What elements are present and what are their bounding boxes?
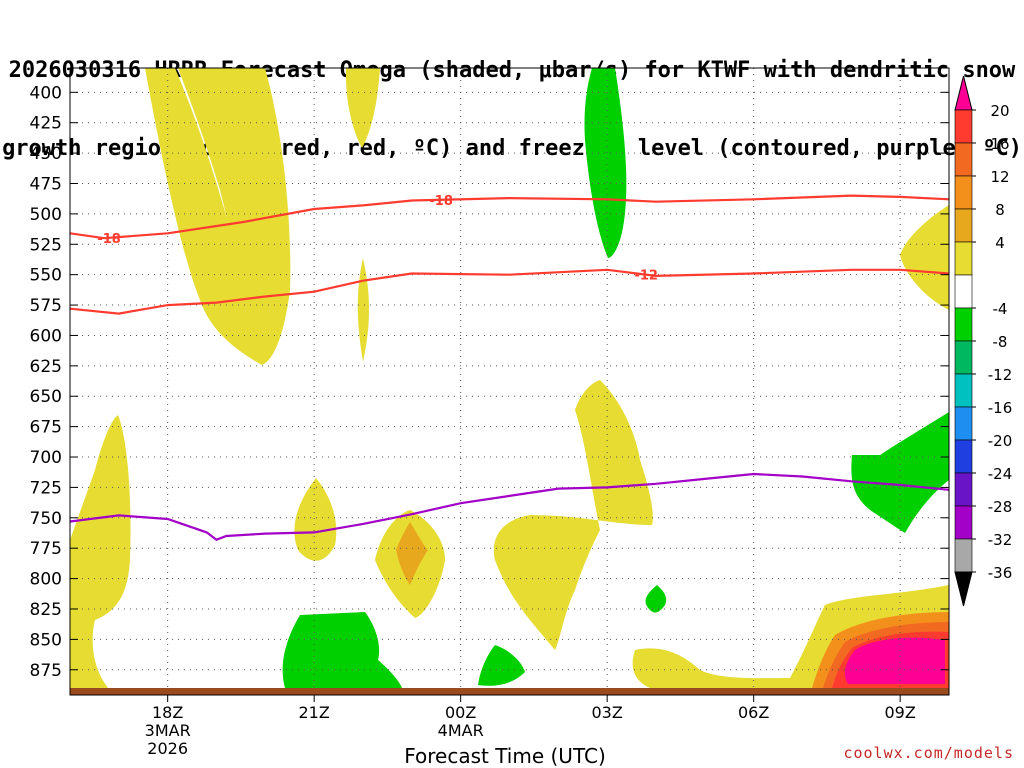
colorbar-label: -12 (988, 366, 1013, 384)
colorbar-swatch (954, 274, 973, 309)
y-tick-label: 675 (30, 418, 62, 438)
omega-region-yellow-3 (345, 68, 380, 148)
y-tick-label: 400 (30, 83, 62, 103)
colorbar-swatch (954, 571, 973, 607)
credit-text: coolwx.com/models (843, 744, 1014, 762)
colorbar-label: -36 (988, 564, 1013, 582)
omega-region-yellow-8 (493, 380, 653, 650)
x-tick-label: 09Z (885, 703, 916, 722)
grid-lines (70, 68, 949, 688)
omega-region-yellow-2 (178, 68, 291, 365)
colorbar-label: 8 (995, 201, 1005, 219)
colorbar-swatch (954, 208, 973, 243)
y-tick-label: 875 (30, 661, 62, 681)
y-tick-label: 725 (30, 478, 62, 498)
contour-line (70, 194, 949, 240)
colorbar-swatch (954, 406, 973, 441)
y-tick-label: 800 (30, 570, 62, 590)
colorbar-label: -32 (988, 531, 1013, 549)
contour-lines (70, 194, 949, 541)
colorbar-swatch (954, 340, 973, 375)
x-tick-label: 18Z (152, 703, 183, 722)
x-axis-title: Forecast Time (UTC) (404, 744, 606, 768)
colorbar-swatch (954, 75, 973, 111)
colorbar-label: -28 (988, 498, 1013, 516)
contour-line (70, 268, 949, 315)
y-tick-label: 525 (30, 235, 62, 255)
x-tick-label: 06Z (738, 703, 769, 722)
y-tick-label: 625 (30, 357, 62, 377)
y-axis: 400 425 450 475 500 525 550 575 600 625 650 675 700 7… (30, 83, 949, 681)
x-tick-date-label: 4MAR (438, 721, 484, 740)
omega-region-orange (396, 522, 428, 585)
y-tick-label: 775 (30, 539, 62, 559)
y-tick-label: 475 (30, 174, 62, 194)
colorbar-swatch (954, 142, 973, 177)
y-tick-label: 650 (30, 387, 62, 407)
omega-region-magenta (844, 637, 945, 684)
x-tick-year-label: 2026 (147, 739, 188, 758)
y-tick-label: 550 (30, 266, 62, 286)
y-tick-label: 850 (30, 630, 62, 650)
colorbar-label: 16 (990, 135, 1009, 153)
omega-region-yellow-6 (294, 478, 337, 561)
title-line-1: 2026030316 HRRR Forecast Omega (shaded, … (8, 58, 1016, 83)
omega-region-yellow-4 (357, 258, 370, 362)
x-tick-date-label: 3MAR (145, 721, 191, 740)
y-tick-label: 425 (30, 114, 62, 134)
y-tick-label: 450 (30, 144, 62, 164)
contour-label: -18 (429, 194, 453, 209)
y-tick-label: 750 (30, 509, 62, 529)
omega-region-green-4 (478, 645, 525, 686)
contour-labels: -18 -18 -12 (97, 194, 658, 284)
omega-region-yellow-9 (900, 205, 949, 310)
omega-region-yellow-1 (145, 68, 263, 365)
colorbar-label: -8 (993, 333, 1008, 351)
colorbar-swatch (954, 373, 973, 408)
colorbar-swatch (954, 439, 973, 474)
surface-terrain-strip (70, 688, 949, 695)
colorbar-swatch (954, 109, 973, 144)
contour-line (70, 472, 949, 541)
plot-frame (69, 67, 950, 696)
colorbar-swatch (954, 505, 973, 540)
colorbar-label: -16 (988, 399, 1013, 417)
colorbar-swatch (954, 241, 973, 276)
x-tick-label: 03Z (592, 703, 623, 722)
colorbar-label: 12 (990, 168, 1009, 186)
y-tick-label: 825 (30, 600, 62, 620)
omega-shading (70, 68, 949, 690)
colorbar-swatch (954, 307, 973, 342)
omega-region-green-2 (851, 412, 949, 533)
chart-title: 2026030316 HRRR Forecast Omega (shaded, … (0, 6, 1024, 188)
colorbar-label: -24 (988, 465, 1013, 483)
omega-region-green-5 (645, 585, 667, 613)
colorbar-label: 4 (995, 234, 1005, 252)
omega-region-green-3 (282, 612, 402, 688)
colorbar-swatch (954, 472, 973, 507)
colorbar-label: -4 (993, 300, 1008, 318)
x-tick-label: 21Z (299, 703, 330, 722)
contour-label: -18 (97, 232, 121, 247)
y-tick-label: 575 (30, 296, 62, 316)
contour-label: -12 (634, 269, 658, 284)
colorbar: 20 16 12 8 4 -4 -8 -12 -16 -20 -24 -28 -32 -36 (954, 75, 1013, 607)
y-tick-label: 500 (30, 205, 62, 225)
colorbar-swatch (954, 538, 973, 573)
colorbar-label: -20 (988, 432, 1013, 450)
colorbar-label: 20 (990, 102, 1009, 120)
x-tick-label: 00Z (445, 703, 476, 722)
omega-region-yellow-5 (70, 415, 131, 690)
y-tick-label: 700 (30, 448, 62, 468)
colorbar-swatch (954, 175, 973, 210)
omega-region-green-1 (584, 68, 627, 258)
y-tick-label: 600 (30, 326, 62, 346)
